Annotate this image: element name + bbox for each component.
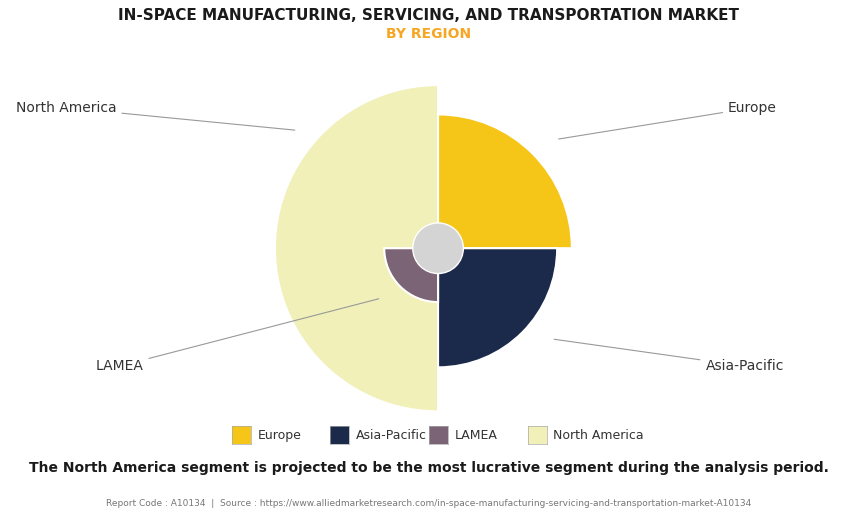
Wedge shape (438, 114, 571, 248)
Circle shape (413, 223, 463, 273)
Text: North America: North America (15, 101, 295, 130)
Wedge shape (384, 248, 438, 302)
Text: IN-SPACE MANUFACTURING, SERVICING, AND TRANSPORTATION MARKET: IN-SPACE MANUFACTURING, SERVICING, AND T… (118, 8, 740, 23)
Text: Report Code : A10134  |  Source : https://www.alliedmarketresearch.com/in-space-: Report Code : A10134 | Source : https://… (106, 499, 752, 507)
Text: Europe: Europe (559, 101, 777, 139)
Text: North America: North America (553, 428, 644, 442)
Text: Asia-Pacific: Asia-Pacific (356, 428, 427, 442)
Text: LAMEA: LAMEA (455, 428, 498, 442)
Wedge shape (275, 85, 438, 411)
Text: The North America segment is projected to be the most lucrative segment during t: The North America segment is projected t… (29, 461, 829, 475)
Text: BY REGION: BY REGION (386, 27, 472, 41)
Wedge shape (438, 248, 557, 367)
Text: Asia-Pacific: Asia-Pacific (554, 339, 784, 373)
Text: Europe: Europe (257, 428, 301, 442)
Text: LAMEA: LAMEA (95, 299, 378, 373)
